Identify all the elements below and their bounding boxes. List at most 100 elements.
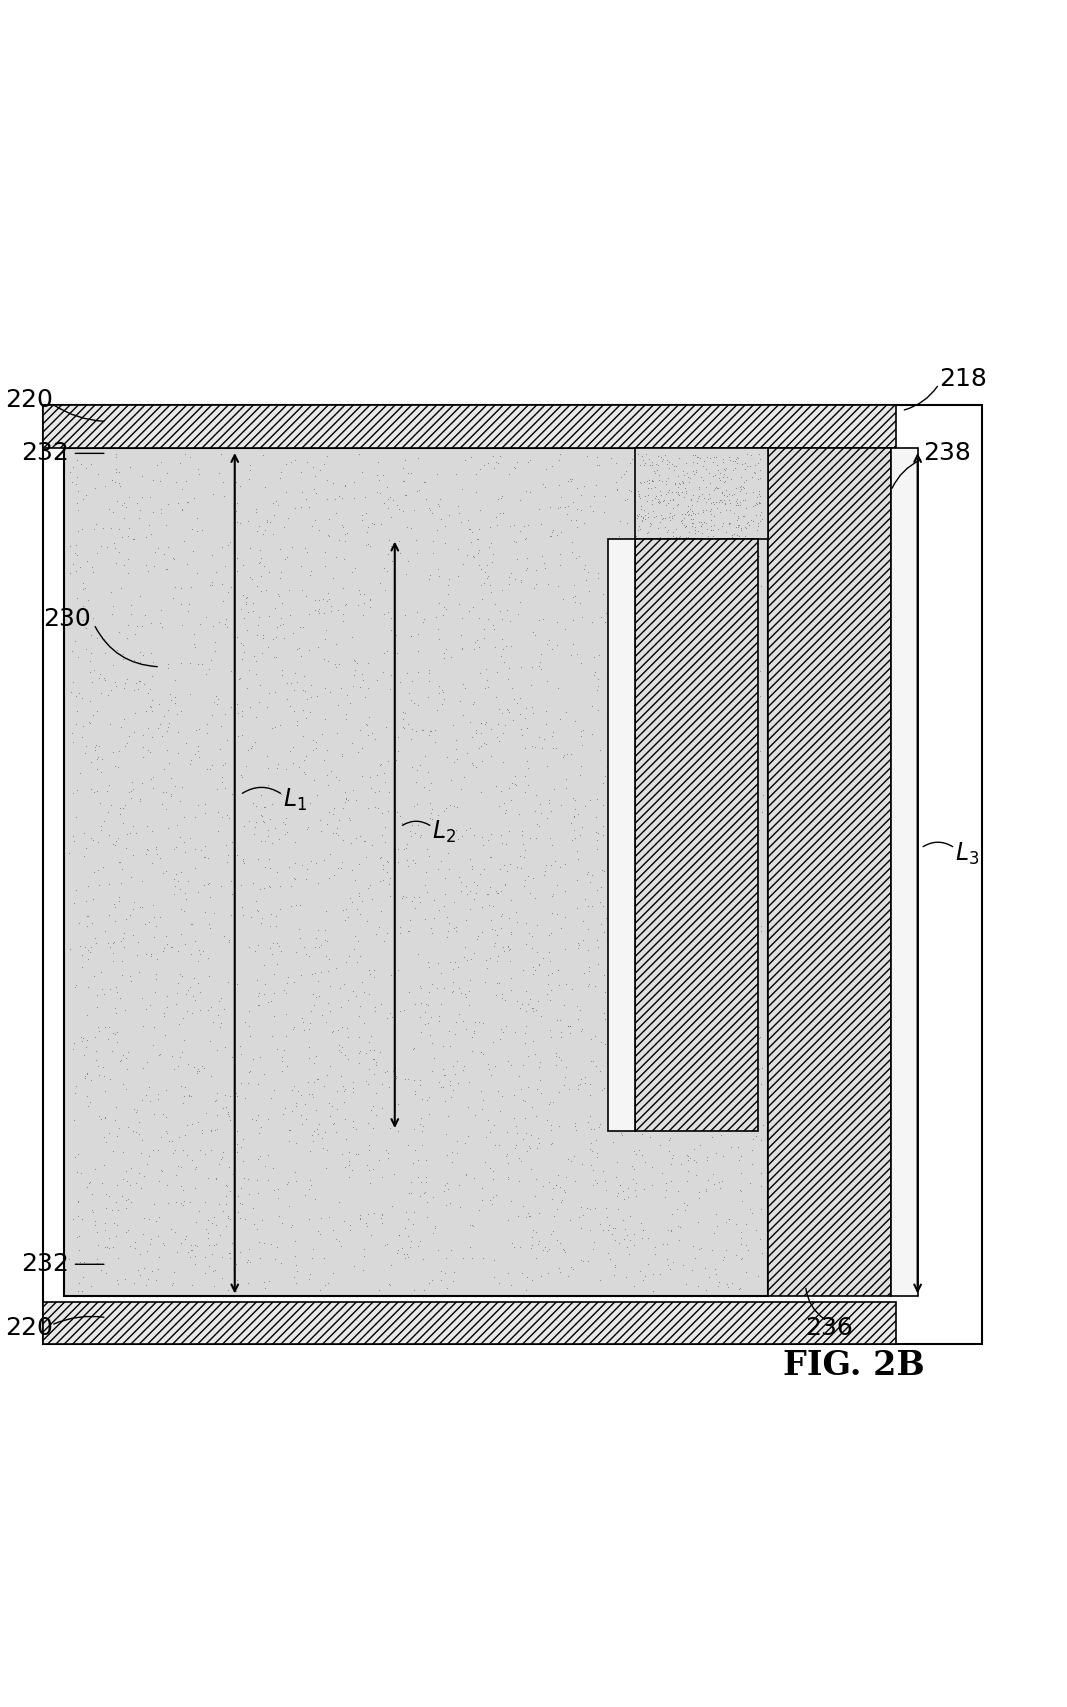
Point bbox=[510, 801, 527, 828]
Point bbox=[680, 522, 697, 550]
Point bbox=[735, 475, 752, 502]
Point bbox=[440, 917, 457, 944]
Point bbox=[84, 886, 101, 913]
Point bbox=[521, 1133, 538, 1161]
Point bbox=[106, 667, 123, 695]
Point bbox=[182, 746, 200, 773]
Point bbox=[288, 712, 305, 739]
Point bbox=[589, 876, 606, 903]
Point bbox=[734, 947, 751, 975]
Point bbox=[582, 1217, 599, 1244]
Point bbox=[283, 1214, 300, 1241]
Point bbox=[585, 1048, 602, 1075]
Point bbox=[379, 638, 396, 666]
Point bbox=[152, 845, 169, 872]
Point bbox=[112, 1048, 129, 1075]
Point bbox=[134, 1012, 152, 1040]
Point bbox=[685, 1232, 702, 1260]
Point bbox=[579, 1248, 596, 1275]
Point bbox=[379, 473, 396, 500]
Point bbox=[380, 797, 397, 824]
Point bbox=[366, 510, 383, 538]
Point bbox=[680, 1157, 697, 1185]
Point bbox=[198, 719, 216, 746]
Point bbox=[712, 498, 729, 526]
Point bbox=[673, 756, 690, 784]
Point bbox=[672, 644, 689, 671]
Point bbox=[234, 847, 251, 874]
Point bbox=[105, 1234, 122, 1261]
Point bbox=[318, 1062, 335, 1089]
Point bbox=[252, 1244, 269, 1272]
Point bbox=[530, 949, 547, 976]
Point bbox=[85, 516, 102, 543]
Point bbox=[452, 775, 469, 802]
Point bbox=[450, 500, 467, 527]
Point bbox=[652, 1260, 669, 1287]
Point bbox=[691, 1132, 708, 1159]
Point bbox=[578, 860, 595, 888]
Point bbox=[666, 502, 683, 529]
Point bbox=[684, 442, 701, 469]
Point bbox=[530, 1231, 547, 1258]
Point bbox=[207, 1086, 224, 1113]
Point bbox=[319, 521, 336, 548]
Point bbox=[449, 1127, 466, 1154]
Point bbox=[398, 831, 415, 859]
Point bbox=[512, 1075, 529, 1103]
Point bbox=[361, 1055, 378, 1082]
Point bbox=[227, 529, 244, 556]
Point bbox=[189, 560, 206, 587]
Point bbox=[641, 446, 658, 473]
Point bbox=[99, 1234, 116, 1261]
Point bbox=[113, 961, 130, 988]
Point bbox=[572, 821, 589, 848]
Point bbox=[544, 734, 561, 761]
Point bbox=[691, 758, 708, 785]
Point bbox=[472, 456, 489, 483]
Point bbox=[278, 970, 296, 997]
Point bbox=[244, 565, 261, 592]
Point bbox=[354, 601, 371, 628]
Point bbox=[100, 799, 117, 826]
Point bbox=[481, 944, 498, 971]
Point bbox=[356, 483, 373, 510]
Point bbox=[748, 1217, 765, 1244]
Point bbox=[248, 888, 265, 915]
Point bbox=[181, 1188, 198, 1215]
Point bbox=[202, 993, 219, 1021]
Point bbox=[68, 698, 85, 725]
Point bbox=[334, 896, 351, 923]
Point bbox=[158, 459, 175, 486]
Point bbox=[650, 461, 667, 488]
Point bbox=[115, 490, 132, 517]
Point bbox=[74, 516, 91, 543]
Point bbox=[361, 980, 378, 1007]
Point bbox=[120, 545, 137, 572]
Point bbox=[579, 937, 596, 964]
Point bbox=[219, 1205, 236, 1232]
Point bbox=[140, 736, 157, 763]
Point bbox=[742, 1169, 759, 1197]
Point bbox=[150, 1203, 168, 1231]
Point bbox=[389, 835, 407, 862]
Point bbox=[69, 644, 86, 671]
Point bbox=[432, 505, 449, 533]
Point bbox=[686, 517, 703, 545]
Point bbox=[262, 1084, 280, 1111]
Point bbox=[659, 478, 676, 505]
Point bbox=[297, 1091, 314, 1118]
Point bbox=[388, 492, 405, 519]
Point bbox=[599, 927, 616, 954]
Point bbox=[256, 980, 273, 1007]
Point bbox=[713, 587, 730, 615]
Point bbox=[495, 719, 512, 746]
Point bbox=[412, 1065, 429, 1092]
Point bbox=[320, 1270, 337, 1297]
Point bbox=[118, 666, 136, 693]
Point bbox=[704, 449, 721, 476]
Point bbox=[631, 481, 648, 509]
Point bbox=[663, 664, 680, 691]
Point bbox=[682, 486, 699, 514]
Point bbox=[418, 835, 435, 862]
